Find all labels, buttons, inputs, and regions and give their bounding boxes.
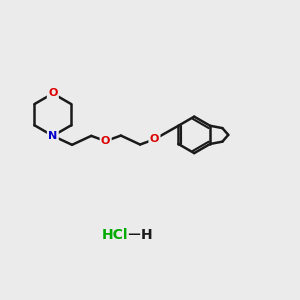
Text: N: N (48, 131, 58, 141)
Text: O: O (48, 88, 58, 98)
Text: HCl: HCl (101, 228, 128, 242)
Text: O: O (150, 134, 159, 144)
Text: O: O (101, 136, 110, 146)
Text: H: H (141, 228, 153, 242)
Text: −: − (126, 226, 141, 244)
